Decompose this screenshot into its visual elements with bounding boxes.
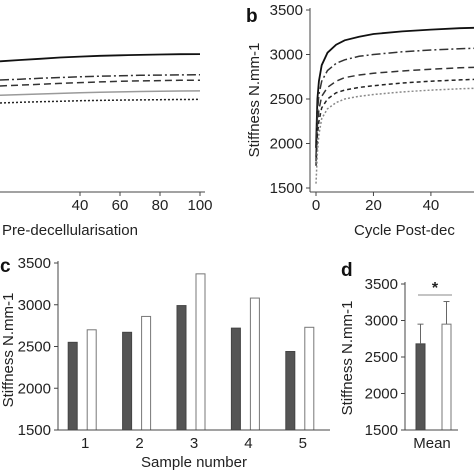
series-line-a-3 [0,79,201,87]
y-axis-label-c: Stiffness N.mm-1 [0,293,17,408]
bar-c-s2-5 [304,326,315,431]
panel-letter-d: d [341,260,353,281]
panel-b: 1500 2000 2500 3000 3500 0 20 40 Stiffness N.mm-… [246,2,474,239]
bar-d-s1 [415,343,426,431]
y-tick-label-c-1: 2000 [18,380,51,397]
x-tick-label-b-2: 40 [423,197,440,214]
series-line-a-2 [0,73,201,81]
y-tick-label-c-0: 1500 [18,422,51,439]
series-line-b-2 [315,47,474,157]
series-line-a-4 [0,90,201,97]
y-tick-label-d-3: 3000 [365,313,398,330]
y-tick-label-d-1: 2000 [365,386,398,403]
series-line-b-1 [315,26,474,148]
x-axis-label-a: Pre-decellularisation [2,222,138,239]
bar-c-s1-2 [122,331,133,431]
panel-c: 1 2 3 4 5 1500 2000 2500 3000 3500 Stiffness N.mm-… [0,255,330,471]
significance-star-d: * [432,280,439,297]
panel-letter-c: c [0,256,11,277]
x-tick-label-d-mean: Mean [413,435,451,452]
y-axis-label-b: Stiffness N.mm-1 [246,43,263,158]
series-line-b-5 [315,87,474,184]
x-tick-label-a-2: 80 [152,197,169,214]
x-tick-label-c-2: 2 [135,435,143,452]
y-tick-label-c-2: 2500 [18,339,51,356]
series-line-b-4 [315,78,474,166]
x-tick-label-a-1: 60 [112,197,129,214]
bar-c-s2-4 [249,297,260,431]
series-line-b-3 [315,66,474,162]
x-tick-label-a-3: 100 [187,197,212,214]
x-tick-label-b-0: 0 [312,197,320,214]
bar-d-s2 [441,323,452,431]
panel-d: * 1500 2000 2500 3000 3500 Mean Stiffness N.mm-… [339,276,458,452]
bar-c-s2-2 [141,315,152,431]
x-tick-label-a-0: 40 [72,197,89,214]
y-tick-label-b-0: 1500 [270,180,303,197]
y-tick-label-b-4: 3500 [270,2,303,19]
y-tick-label-c-3: 3000 [18,297,51,314]
panel-a: 40 60 80 100 Pre-decellularisation [0,53,213,239]
y-tick-label-d-4: 3500 [365,276,398,293]
y-tick-label-b-3: 3000 [270,47,303,64]
x-tick-label-c-4: 4 [244,435,252,452]
bar-c-s1-1 [67,341,78,431]
panel-letter-b: b [246,6,258,27]
x-axis-label-c: Sample number [141,454,247,471]
x-tick-label-c-3: 3 [190,435,198,452]
series-line-a-1 [0,53,201,63]
y-tick-label-b-2: 2500 [270,91,303,108]
x-tick-label-c-1: 1 [81,435,89,452]
y-tick-label-c-4: 3500 [18,255,51,272]
bar-c-s2-3 [195,273,206,431]
y-tick-label-d-0: 1500 [365,422,398,439]
y-tick-label-b-1: 2000 [270,136,303,153]
y-axis-label-d: Stiffness N.mm-1 [339,301,356,416]
bar-c-s1-4 [230,327,241,431]
series-line-a-5 [0,98,201,104]
bar-c-s2-1 [86,329,97,431]
bar-c-s1-3 [176,305,187,431]
x-axis-label-b: Cycle Post-dec [354,222,455,239]
x-tick-label-b-1: 20 [365,197,382,214]
bar-c-s1-5 [285,351,296,431]
y-tick-label-d-2: 2500 [365,349,398,366]
x-tick-label-c-5: 5 [299,435,307,452]
